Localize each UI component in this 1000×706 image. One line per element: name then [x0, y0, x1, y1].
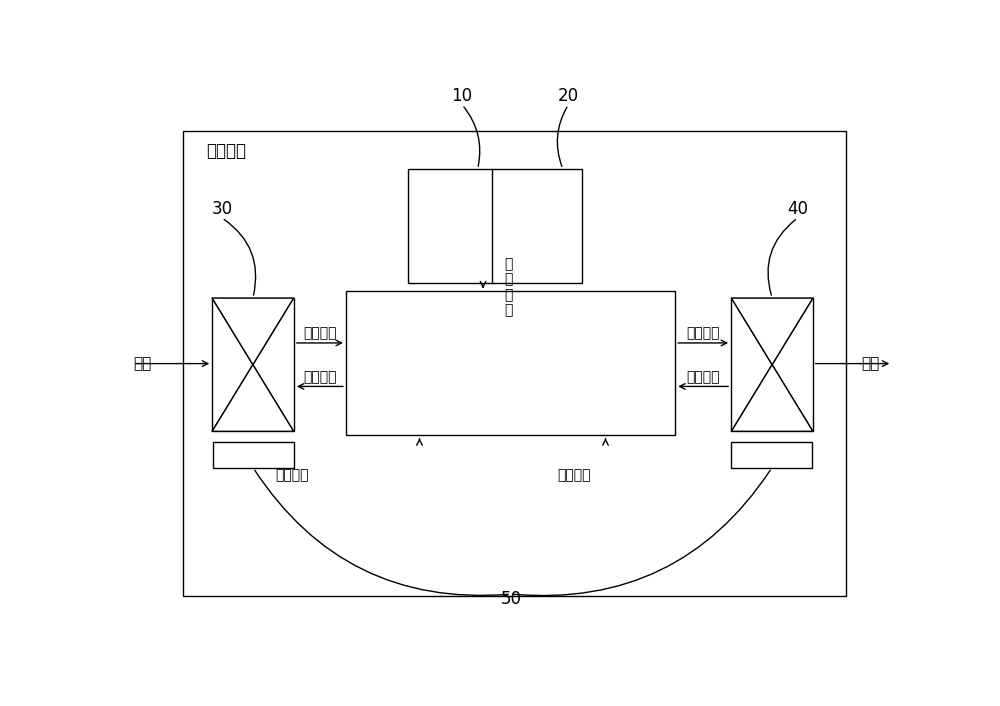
- Bar: [408, 169, 582, 283]
- Text: 20: 20: [558, 87, 579, 104]
- Text: 40: 40: [787, 200, 808, 218]
- Text: 30: 30: [211, 200, 232, 218]
- Text: 参数检测: 参数检测: [304, 370, 337, 384]
- Text: 参数控制: 参数控制: [304, 326, 337, 340]
- Text: 出风: 出风: [861, 356, 880, 371]
- Text: 参数检测: 参数检测: [686, 326, 720, 340]
- Polygon shape: [731, 365, 813, 431]
- Text: 投影系统: 投影系统: [206, 142, 246, 160]
- Polygon shape: [731, 298, 813, 365]
- Text: 50: 50: [500, 590, 521, 608]
- Bar: [346, 292, 675, 436]
- Text: 10: 10: [452, 87, 473, 104]
- Text: 进风: 进风: [133, 356, 151, 371]
- Bar: [212, 298, 294, 431]
- Text: 参
数
检
测: 参 数 检 测: [505, 258, 513, 317]
- Text: 参数检测: 参数检测: [275, 468, 308, 482]
- Bar: [731, 442, 812, 468]
- Bar: [183, 131, 846, 596]
- Bar: [731, 298, 813, 431]
- Text: 参数检测: 参数检测: [558, 468, 591, 482]
- Polygon shape: [212, 365, 294, 431]
- Text: 参数控制: 参数控制: [686, 370, 720, 384]
- Polygon shape: [212, 298, 294, 365]
- Bar: [213, 442, 294, 468]
